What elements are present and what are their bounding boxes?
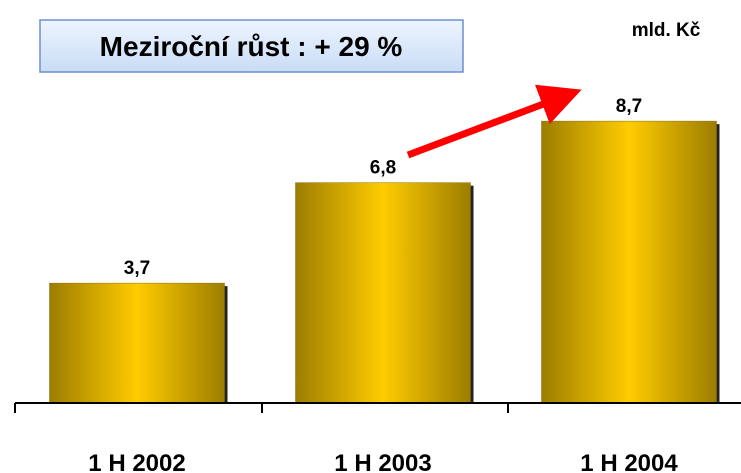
value-label: 6,8	[370, 158, 396, 179]
x-tick-label: 1 H 2002	[88, 450, 185, 473]
bar	[49, 282, 225, 404]
plot	[49, 120, 720, 404]
value-label: 3,7	[124, 258, 150, 279]
annotation: Meziroční růst : + 29 %	[100, 31, 403, 62]
annotation-box	[39, 19, 464, 73]
value-label: 8,7	[616, 96, 642, 117]
x-tick-label: 1 H 2004	[580, 450, 678, 473]
unit-label: mld. Kč	[632, 20, 701, 41]
bar	[295, 182, 471, 404]
bar	[541, 120, 717, 404]
x-tick-label: 1 H 2003	[334, 450, 431, 473]
growth-arrow	[406, 84, 582, 159]
